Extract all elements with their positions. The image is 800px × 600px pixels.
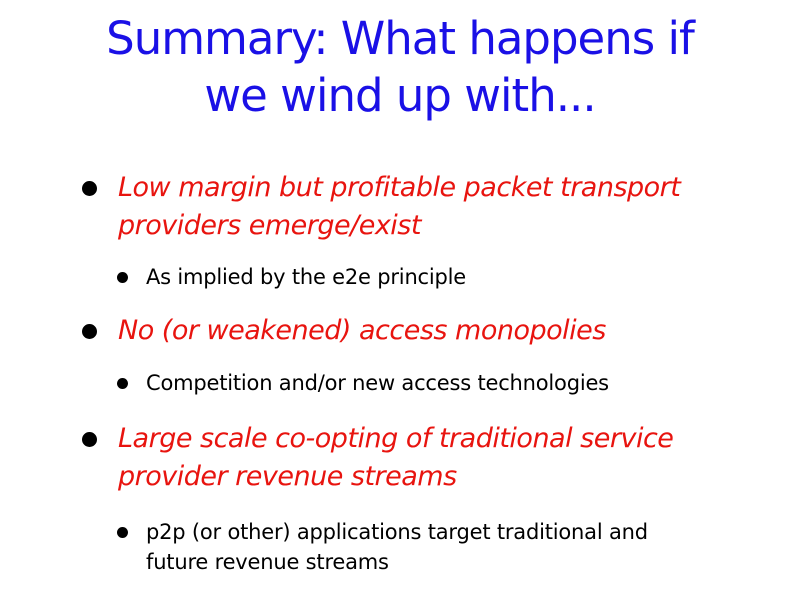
bullet-text: provider revenue streams xyxy=(118,461,457,492)
bullet-item-level2: As implied by the e2e principle xyxy=(117,262,467,292)
bullet-text: future revenue streams xyxy=(146,550,389,574)
bullet-dot-icon xyxy=(82,432,97,447)
bullet-item-level1: No (or weakened) access monopolies xyxy=(82,312,606,350)
bullet-dot-icon xyxy=(117,272,128,283)
bullet-text: p2p (or other) applications target tradi… xyxy=(146,520,648,544)
bullet-dot-icon xyxy=(117,527,128,538)
bullet-item-level2: Competition and/or new access technologi… xyxy=(117,368,609,398)
title-line: we wind up with... xyxy=(204,69,596,122)
bullet-dot-icon xyxy=(82,324,97,339)
bullet-text: Large scale co-opting of traditional ser… xyxy=(118,423,674,454)
title-line: Summary: What happens if xyxy=(106,12,695,65)
bullet-item-level2: p2p (or other) applications target tradi… xyxy=(117,517,648,577)
bullet-item-level1: Large scale co-opting of traditional ser… xyxy=(82,420,674,496)
slide-title: Summary: What happens if we wind up with… xyxy=(0,10,800,124)
bullet-dot-icon xyxy=(117,378,128,389)
bullet-text: Low margin but profitable packet transpo… xyxy=(118,172,681,203)
bullet-text: providers emerge/exist xyxy=(118,210,421,241)
bullet-text: Competition and/or new access technologi… xyxy=(146,371,609,395)
bullet-text: No (or weakened) access monopolies xyxy=(118,315,606,346)
bullet-item-level1: Low margin but profitable packet transpo… xyxy=(82,169,681,245)
bullet-text: As implied by the e2e principle xyxy=(146,265,467,289)
bullet-dot-icon xyxy=(82,181,97,196)
